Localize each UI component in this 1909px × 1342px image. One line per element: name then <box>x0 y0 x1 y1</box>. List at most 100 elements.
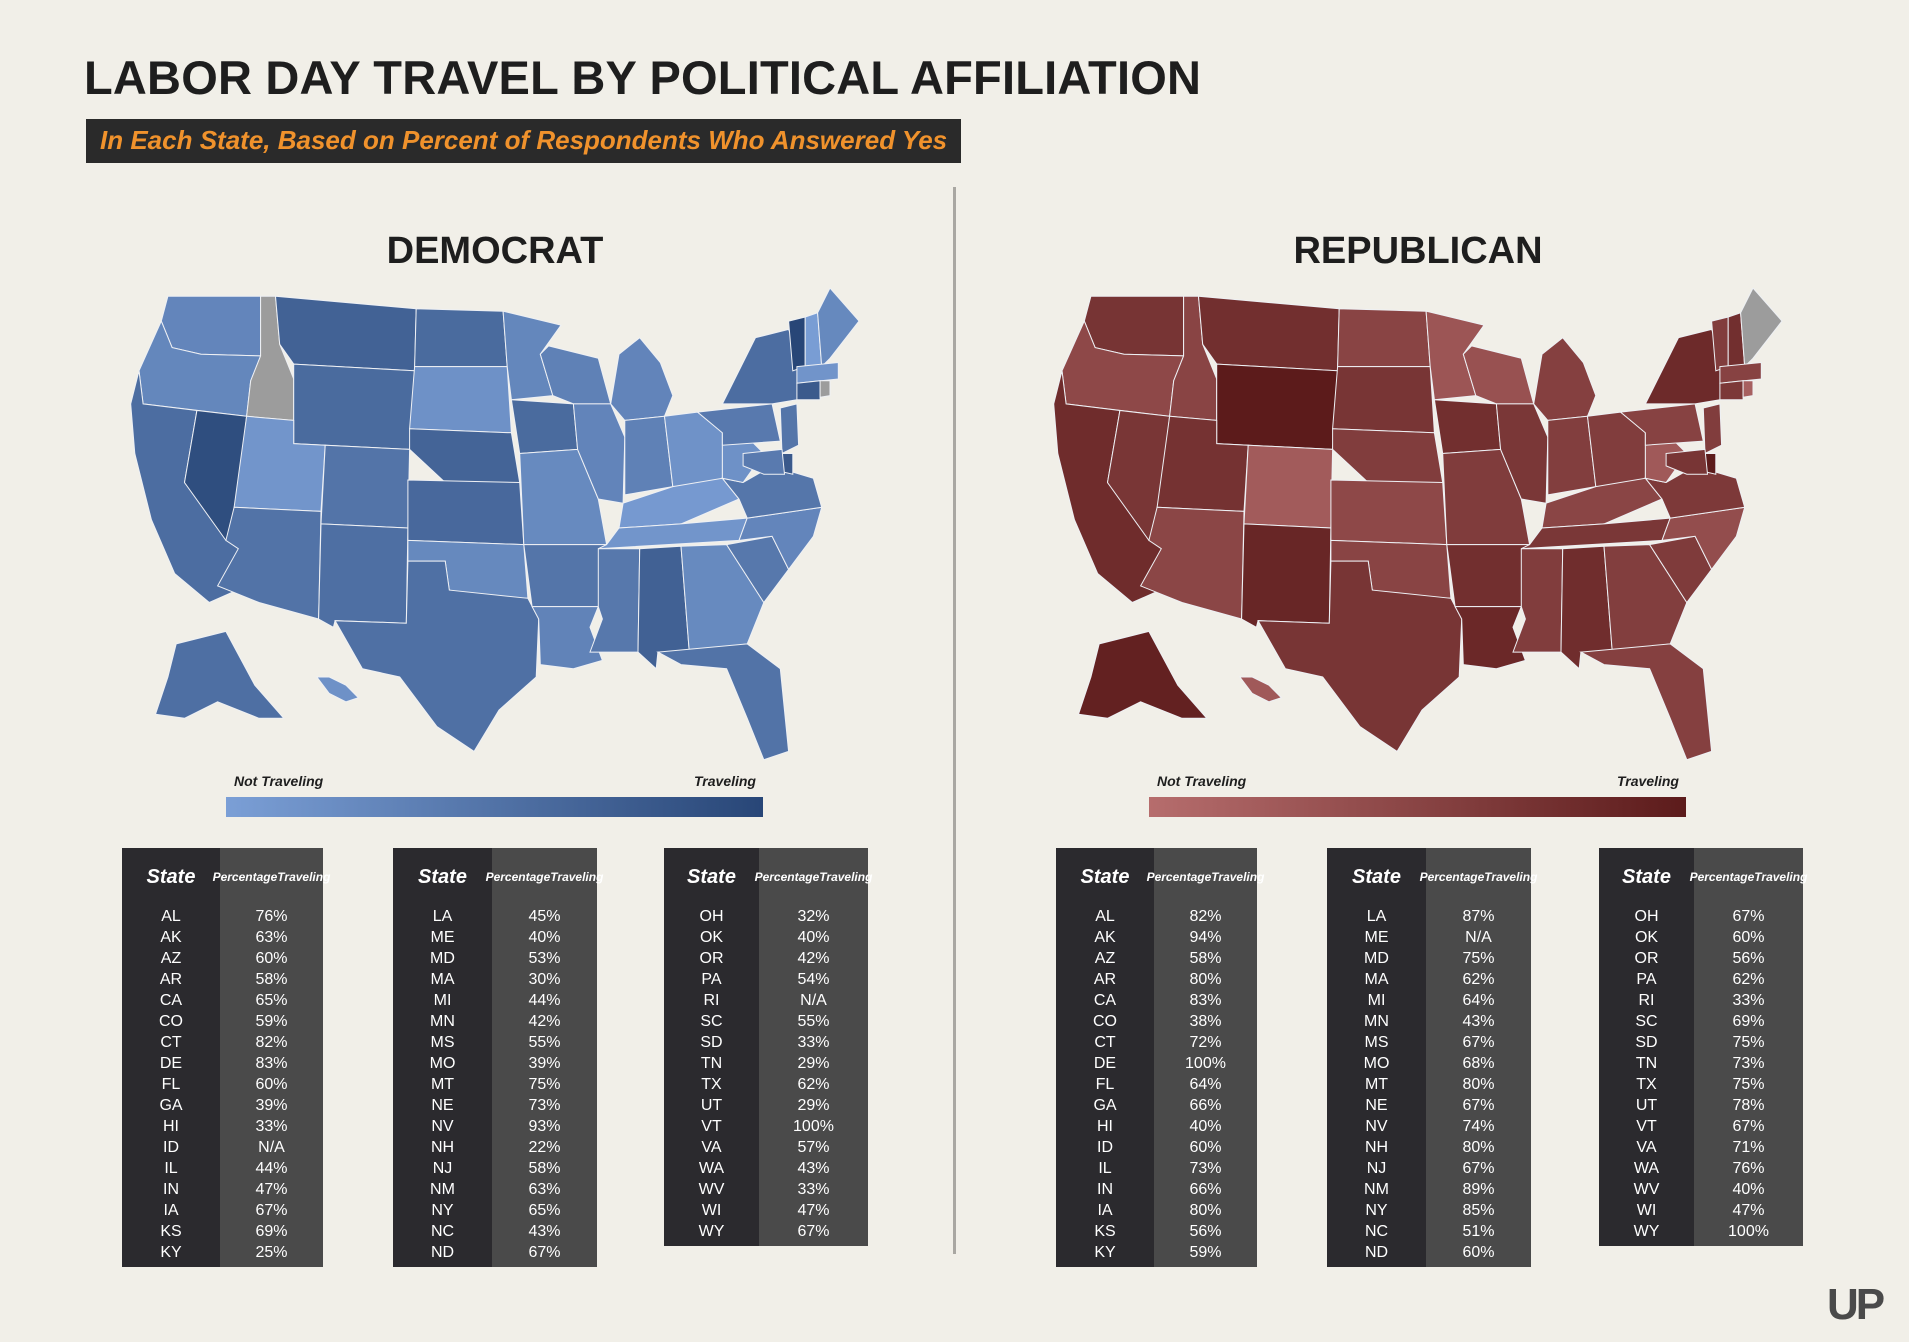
state-tx <box>1257 560 1463 753</box>
state-cell: HI <box>163 1118 179 1135</box>
republican-panel-title: REPUBLICAN <box>1293 230 1543 272</box>
percentage-cell: 75% <box>1732 1034 1765 1051</box>
republican-table-3: State OH OK OR PA RI SC SD TN TX UT VT VA WA WV WI WY Per… <box>1599 848 1807 1246</box>
state-cell: IA <box>163 1202 179 1219</box>
percentage-cell: 80% <box>1189 1202 1222 1219</box>
state-cell: OR <box>699 950 724 967</box>
state-cell: IL <box>1098 1160 1112 1177</box>
state-cell: ID <box>163 1139 179 1156</box>
percentage-cell: 40% <box>528 929 561 946</box>
percentage-column-header: Percentage Traveling <box>212 869 331 884</box>
state-cell: AK <box>160 929 182 946</box>
state-cell: NH <box>430 1139 455 1156</box>
percentage-cell: 69% <box>1732 1013 1765 1030</box>
state-cell: TX <box>701 1076 722 1093</box>
state-cell: KY <box>160 1244 182 1261</box>
state-cell: NM <box>1364 1181 1389 1198</box>
percentage-cell: 54% <box>797 971 830 988</box>
state-cell: MS <box>1364 1034 1389 1051</box>
state-cell: TN <box>700 1055 723 1072</box>
republican-legend-high-label: Traveling <box>1617 773 1679 789</box>
percentage-cell: 44% <box>528 992 561 1009</box>
state-ct <box>1719 380 1744 401</box>
state-cell: NH <box>1364 1139 1389 1156</box>
state-az <box>216 506 322 620</box>
republican-table-1: State AL AK AZ AR CA CO CT DE FL GA HI ID IL IN IA KS KY P… <box>1056 848 1265 1267</box>
state-cell: TX <box>1636 1076 1657 1093</box>
percentage-cell: 69% <box>255 1223 288 1240</box>
state-ma <box>796 361 839 384</box>
percentage-cell: 76% <box>1732 1160 1765 1177</box>
percentage-cell: 100% <box>1728 1223 1769 1240</box>
state-cell: KS <box>160 1223 182 1240</box>
percentage-cell: 29% <box>797 1097 830 1114</box>
percentage-cell: 62% <box>1732 971 1765 988</box>
state-cell: WA <box>1633 1160 1660 1177</box>
percentage-cell: 33% <box>797 1181 830 1198</box>
percentage-cell: 40% <box>1189 1118 1222 1135</box>
state-cell: IA <box>1097 1202 1113 1219</box>
percentage-cell: 83% <box>1189 992 1222 1009</box>
democrat-legend-low-label: Not Traveling <box>234 773 324 789</box>
state-cell: NM <box>430 1181 455 1198</box>
panel-divider <box>953 187 956 1254</box>
state-cell: MN <box>1364 1013 1389 1030</box>
state-me <box>1740 288 1783 368</box>
state-ne <box>1332 428 1444 483</box>
state-cell: KY <box>1094 1244 1116 1261</box>
state-cell: WI <box>1636 1202 1657 1219</box>
state-cell: AZ <box>160 950 182 967</box>
percentage-cell: 72% <box>1189 1034 1222 1051</box>
state-cell: RI <box>1638 992 1655 1009</box>
state-ga <box>1603 544 1688 653</box>
state-wa <box>1083 295 1185 357</box>
state-sd <box>409 366 512 434</box>
state-ri <box>819 380 831 398</box>
state-ia <box>1433 399 1502 455</box>
percentage-cell: 65% <box>528 1202 561 1219</box>
percentage-cell: 55% <box>528 1034 561 1051</box>
percentage-cell: 67% <box>255 1202 288 1219</box>
state-cell: IN <box>163 1181 179 1198</box>
percentage-cell: N/A <box>258 1139 285 1156</box>
page-title: LABOR DAY TRAVEL BY POLITICAL AFFILIATIO… <box>84 51 1202 104</box>
democrat-table-3: State OH OK OR PA RI SC SD TN TX UT VT VA WA WV WI WY Per… <box>664 848 872 1246</box>
state-cell: AK <box>1094 929 1116 946</box>
state-co <box>1243 444 1334 529</box>
percentage-cell: 62% <box>797 1076 830 1093</box>
state-co <box>320 444 411 529</box>
state-cell: VT <box>1636 1118 1657 1135</box>
percentage-cell: 87% <box>1462 908 1495 925</box>
state-cell: MN <box>430 1013 455 1030</box>
state-column-header: State <box>1080 865 1130 888</box>
percentage-cell: 85% <box>1462 1202 1495 1219</box>
state-cell: MD <box>1364 950 1389 967</box>
state-cell: NY <box>1365 1202 1388 1219</box>
state-mt <box>274 295 417 372</box>
state-cell: CT <box>160 1034 182 1051</box>
state-column-header: State <box>1622 865 1671 888</box>
state-nm <box>318 523 409 629</box>
percentage-cell: 75% <box>528 1076 561 1093</box>
state-nd <box>414 308 508 368</box>
percentage-cell: 56% <box>1189 1223 1222 1240</box>
percentage-cell: 33% <box>797 1034 830 1051</box>
percentage-cell: 40% <box>797 929 830 946</box>
percentage-cell: 25% <box>255 1244 288 1261</box>
percentage-cell: 45% <box>528 908 561 925</box>
state-cell: WI <box>701 1202 722 1219</box>
percentage-column-header: Percentage Traveling <box>485 869 604 884</box>
state-ks <box>407 479 525 546</box>
state-cell: AL <box>161 908 181 925</box>
percentage-cell: 60% <box>255 1076 288 1093</box>
state-ks <box>1330 479 1448 546</box>
state-me <box>817 288 860 368</box>
state-nj <box>779 403 800 455</box>
percentage-cell: 71% <box>1732 1139 1765 1156</box>
percentage-cell: 47% <box>797 1202 830 1219</box>
percentage-cell: 42% <box>797 950 830 967</box>
percentage-cell: 22% <box>528 1139 561 1156</box>
percentage-column-header: Percentage Traveling <box>1146 869 1265 884</box>
state-ak <box>154 630 285 719</box>
state-cell: MO <box>1363 1055 1390 1072</box>
